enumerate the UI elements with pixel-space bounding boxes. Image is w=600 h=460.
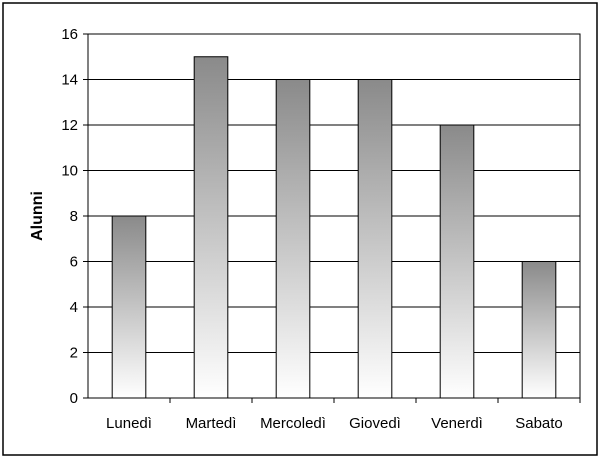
- y-axis-title: Alunni: [29, 191, 46, 241]
- y-tick-label: 6: [70, 254, 78, 271]
- grid-lines: [88, 79, 580, 353]
- bars: [111, 56, 557, 399]
- bar-1: [111, 215, 147, 399]
- bar-3: [275, 79, 311, 399]
- y-tick-label: 14: [61, 72, 78, 89]
- y-tick-label: 10: [61, 163, 78, 180]
- y-tick-label: 4: [70, 299, 78, 316]
- x-category-label: Giovedì: [349, 415, 401, 432]
- y-tick-label: 12: [61, 117, 78, 134]
- y-tick-label: 8: [70, 208, 78, 225]
- y-axis-ticks: 0 2 4 6 8 10 12 14 16: [61, 26, 88, 407]
- x-category-label: Venerdì: [431, 415, 483, 432]
- y-tick-label: 16: [61, 26, 78, 43]
- x-category-label: Sabato: [515, 415, 563, 432]
- x-category-label: Martedì: [186, 415, 237, 432]
- x-category-label: Lunedì: [106, 415, 152, 432]
- y-tick-label: 0: [70, 390, 78, 407]
- x-axis-labels: Lunedì Martedì Mercoledì Giovedì Venerdì Saba…: [106, 398, 581, 432]
- bar-6: [521, 261, 557, 399]
- x-category-label: Mercoledì: [260, 415, 326, 432]
- y-tick-label: 2: [70, 345, 78, 362]
- bar-5: [439, 124, 475, 399]
- bar-4: [357, 79, 393, 399]
- bar-2: [193, 56, 229, 399]
